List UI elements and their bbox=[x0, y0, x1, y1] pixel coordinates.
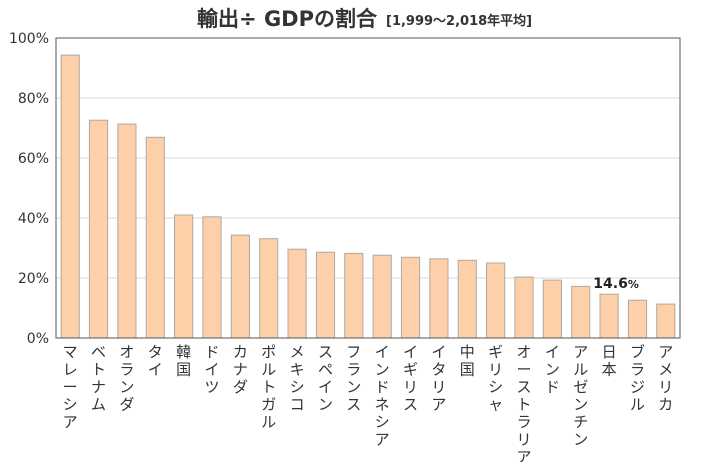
bar bbox=[145, 136, 165, 339]
bar bbox=[287, 248, 307, 339]
x-tick-label: オランダ bbox=[119, 343, 134, 414]
y-tick-label: 0% bbox=[27, 331, 49, 347]
x-tick-label: オーストラリア bbox=[516, 343, 531, 462]
bar bbox=[344, 252, 364, 339]
x-tick-label: マレーシア bbox=[63, 343, 78, 431]
bar bbox=[88, 119, 109, 339]
bar bbox=[457, 259, 477, 339]
x-tick-label: ギリシャ bbox=[488, 343, 503, 414]
bar bbox=[202, 216, 222, 339]
y-tick-label: 60% bbox=[18, 151, 49, 167]
data-label-japan: 14.6% bbox=[593, 276, 639, 292]
y-tick-label: 100% bbox=[9, 31, 49, 47]
x-tick-label: ドイツ bbox=[204, 343, 219, 396]
x-tick-label: インド bbox=[545, 343, 560, 396]
bars bbox=[60, 54, 676, 339]
x-tick-label: メキシコ bbox=[290, 343, 305, 414]
x-tick-label: タイ bbox=[148, 343, 163, 379]
bar bbox=[627, 299, 648, 339]
y-tick-label: 40% bbox=[18, 211, 49, 227]
chart-subtitle: [1,999～2,018年平均] bbox=[386, 13, 532, 29]
bar bbox=[400, 256, 421, 339]
chart-title: 輸出÷ GDPの割合 bbox=[197, 7, 378, 31]
y-tick-label: 80% bbox=[18, 91, 49, 107]
x-tick-label: アメリカ bbox=[658, 343, 673, 414]
bar bbox=[372, 254, 392, 339]
x-tick-label: フランス bbox=[346, 343, 361, 414]
bar bbox=[571, 285, 591, 339]
bar bbox=[514, 276, 534, 339]
bar bbox=[429, 258, 449, 339]
bar bbox=[542, 279, 562, 339]
x-tick-label: ブラジル bbox=[630, 343, 645, 414]
x-tick-label: ポルトガル bbox=[261, 343, 276, 431]
x-tick-label: アルゼンチン bbox=[573, 343, 588, 449]
plot-area-frame bbox=[55, 37, 681, 339]
bar bbox=[259, 238, 279, 339]
bar bbox=[599, 293, 619, 339]
x-tick-label: インドネシア bbox=[375, 343, 390, 449]
x-axis-tick-labels: マレーシアベトナムオランダタイ韓国ドイツカナダポルトガルメキシコスペインフランス… bbox=[63, 343, 674, 462]
bar bbox=[656, 303, 676, 339]
bar bbox=[60, 54, 80, 339]
x-tick-label: カナダ bbox=[233, 343, 248, 396]
x-tick-label: 日本 bbox=[602, 343, 617, 379]
x-tick-label: イタリア bbox=[431, 343, 446, 414]
bar bbox=[486, 262, 506, 339]
bar bbox=[315, 251, 336, 339]
y-axis-tick-labels: 0% 20% 40% 60% 80% 100% bbox=[9, 31, 49, 347]
y-tick-label: 20% bbox=[18, 271, 49, 287]
x-tick-label: イギリス bbox=[403, 343, 418, 414]
x-tick-label: ベトナム bbox=[91, 343, 106, 414]
annotation: 14.6% bbox=[593, 276, 639, 292]
x-tick-label: 韓国 bbox=[176, 343, 191, 379]
bar bbox=[230, 234, 250, 339]
x-tick-label: 中国 bbox=[460, 343, 475, 379]
x-tick-label: スペイン bbox=[318, 343, 333, 414]
bar bbox=[174, 214, 194, 339]
bar bbox=[117, 123, 137, 339]
